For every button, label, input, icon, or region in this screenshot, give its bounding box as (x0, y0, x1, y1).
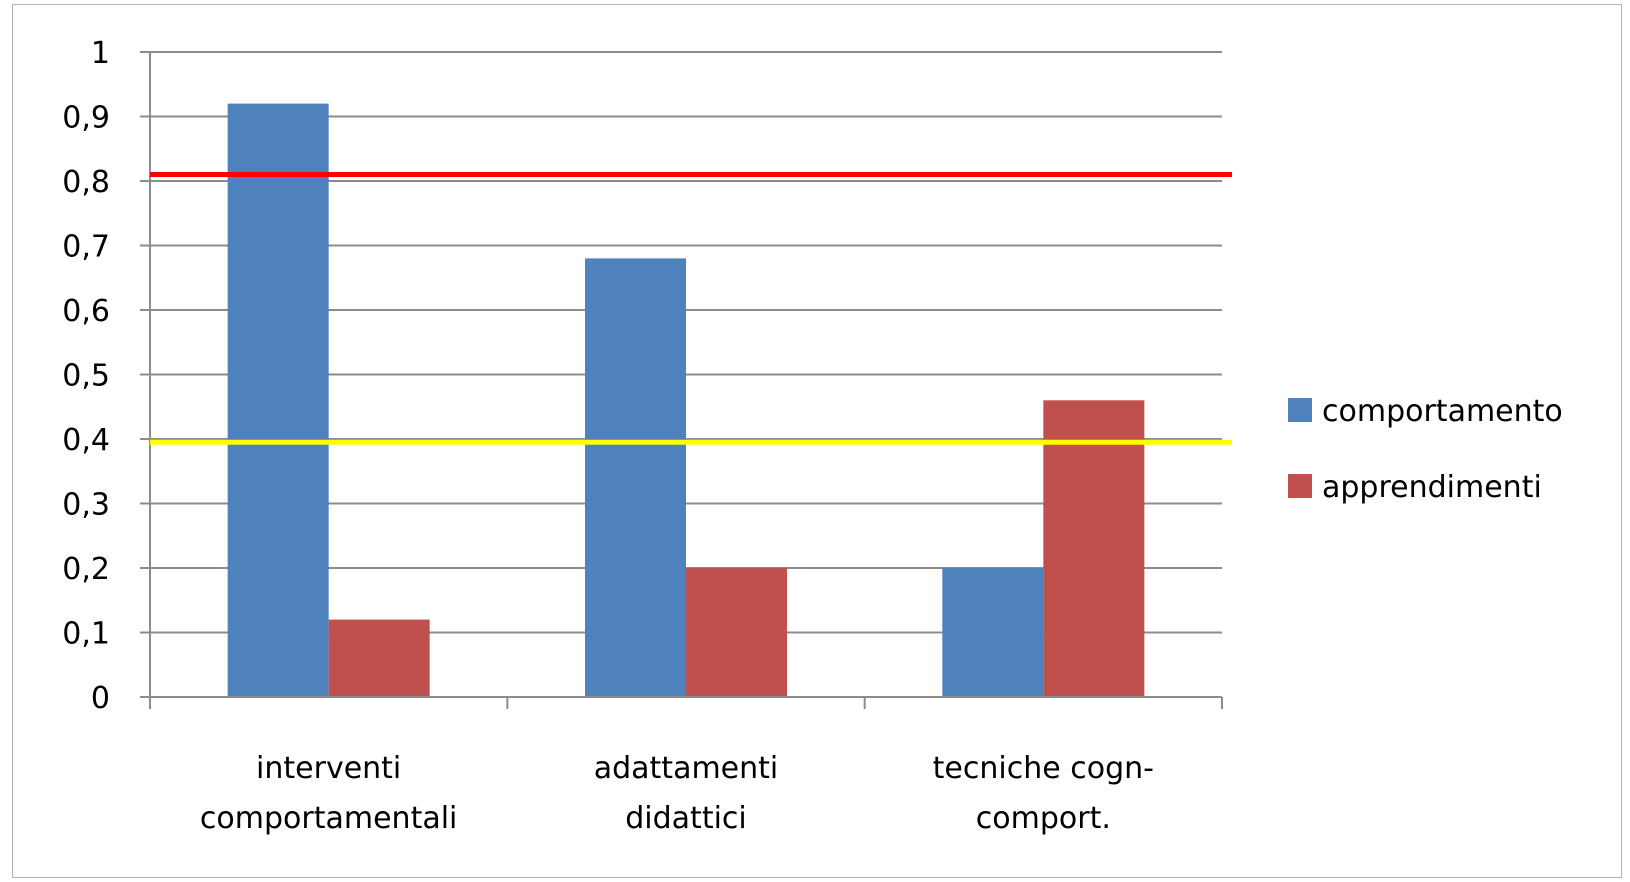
axes (140, 51, 1223, 709)
y-tick-label: 1 (91, 36, 110, 71)
legend-label-comportamento: comportamento (1322, 394, 1563, 429)
x-category-label: interventi (256, 751, 401, 786)
y-tick-label: 0,5 (62, 359, 110, 394)
y-tick-label: 0 (91, 681, 110, 716)
bar-apprendimenti-0 (328, 619, 430, 697)
bar-apprendimenti-2 (1043, 400, 1145, 697)
bar-comportamento-2 (942, 568, 1044, 697)
bars (227, 103, 1145, 698)
reference-lines (150, 172, 1232, 445)
y-tick-label: 0,3 (62, 488, 110, 523)
y-tick-label: 0,7 (62, 230, 110, 265)
y-tick-label: 0,8 (62, 165, 110, 200)
bar-comportamento-1 (585, 258, 686, 697)
x-category-label: didattici (625, 801, 747, 836)
x-category-label: tecniche cogn- (933, 751, 1154, 786)
legend: comportamento apprendimenti (1288, 394, 1563, 505)
y-tick-label: 0,4 (62, 423, 110, 458)
x-category-label: comport. (976, 801, 1111, 836)
y-tick-label: 0,2 (62, 552, 110, 587)
y-tick-label: 0,9 (62, 101, 110, 136)
y-tick-label: 0,1 (62, 617, 110, 652)
x-category-label: adattamenti (594, 751, 779, 786)
bar-apprendimenti-1 (686, 568, 787, 697)
y-tick-label: 0,6 (62, 294, 110, 329)
axis-labels: 0 0,1 0,2 0,3 0,4 0,5 0,6 0,7 0,8 0,9 1 interventi c… (62, 36, 1154, 836)
legend-label-apprendimenti: apprendimenti (1322, 470, 1542, 505)
bar-comportamento-0 (227, 103, 329, 698)
legend-swatch-comportamento (1288, 398, 1312, 422)
legend-swatch-apprendimenti (1288, 474, 1312, 498)
x-category-label: comportamentali (200, 801, 457, 836)
